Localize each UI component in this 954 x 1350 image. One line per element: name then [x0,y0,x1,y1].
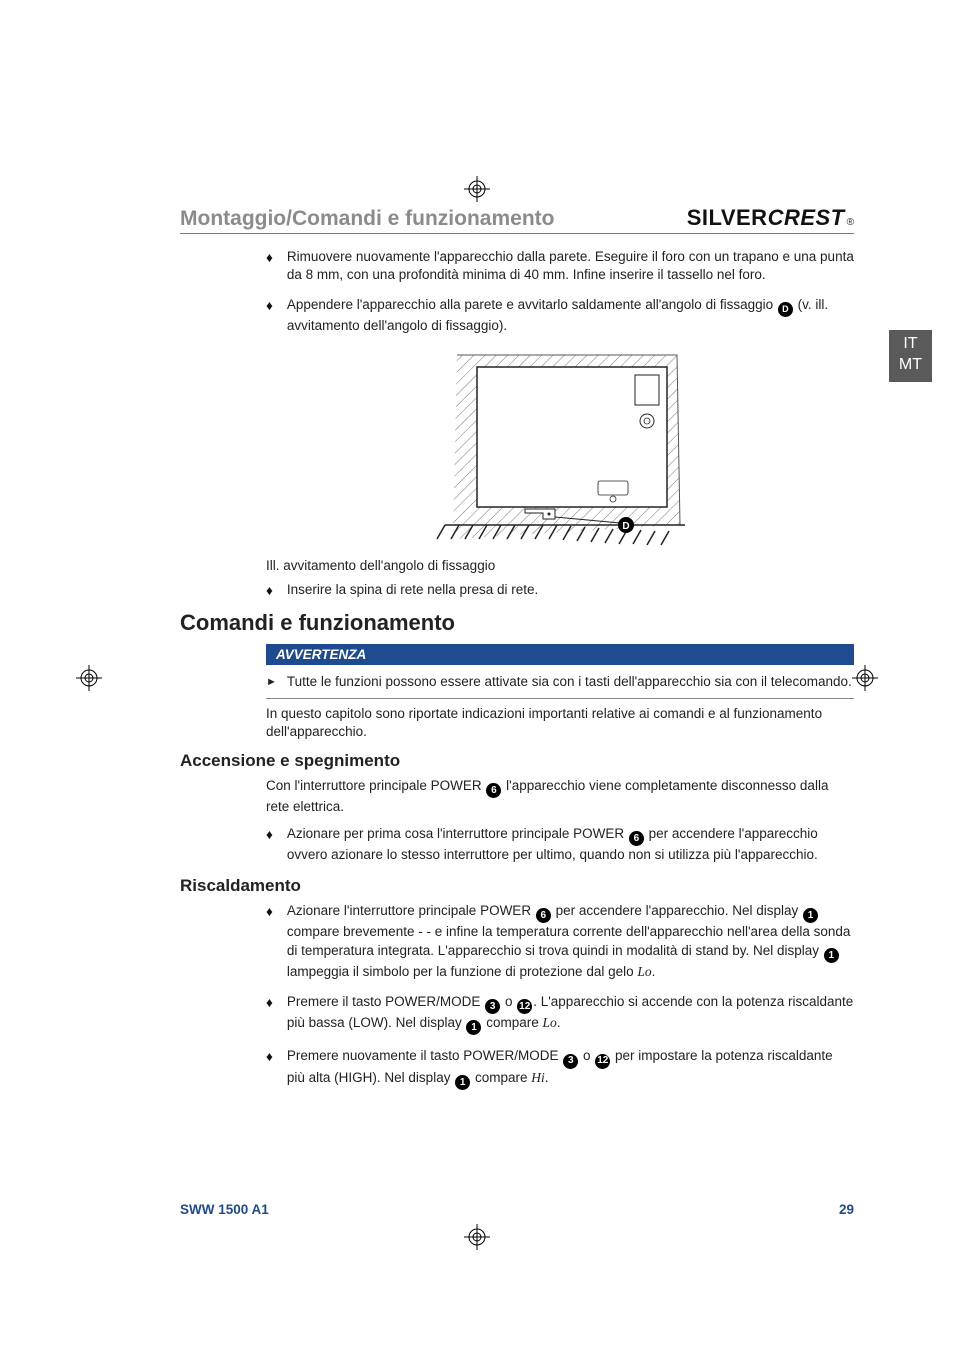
note-label: AVVERTENZA [266,644,854,665]
step-text: Appendere l'apparecchio alla parete e av… [287,296,854,335]
page-footer: SWW 1500 A1 29 [180,1202,854,1217]
chapter-intro: In questo capitolo sono riportate indica… [266,705,854,741]
model-number: SWW 1500 A1 [180,1202,269,1217]
registration-mark-bottom [464,1224,490,1250]
ref-3-icon: 3 [485,999,500,1014]
step-text: Rimuovere nuovamente l'apparecchio dalla… [287,248,854,284]
note-box: ► Tutte le funzioni possono essere attiv… [266,669,854,698]
step-heat-high: ♦ Premere nuovamente il tasto POWER/MODE… [266,1047,854,1090]
step-main-switch: ♦ Azionare per prima cosa l'interruttore… [266,825,854,864]
diamond-bullet-icon: ♦ [266,297,273,335]
step-text: Azionare l'interruttore principale POWER… [287,902,854,981]
step-text: Premere il tasto POWER/MODE 3 o 12. L'ap… [287,993,854,1036]
step-text: Azionare per prima cosa l'interruttore p… [287,825,854,864]
registration-mark-right [852,665,878,691]
registration-mark-top [464,176,490,202]
step-hang-device: ♦ Appendere l'apparecchio alla parete e … [266,296,854,335]
ref-d-icon: D [778,302,793,317]
diagram-caption: Ill. avvitamento dell'angolo di fissaggi… [266,558,854,573]
chapter-title: Montaggio/Comandi e funzionamento [180,207,554,231]
triangle-bullet-icon: ► [266,675,277,691]
svg-text:D: D [622,521,629,532]
step-text: Inserire la spina di rete nella presa di… [287,581,854,600]
diamond-bullet-icon: ♦ [266,249,273,284]
brand-logo: SILVERCREST® [687,205,854,231]
ref-1-icon: 1 [803,908,818,923]
step-insert-plug: ♦ Inserire la spina di rete nella presa … [266,581,854,600]
ref-1-icon: 1 [466,1020,481,1035]
diamond-bullet-icon: ♦ [266,1048,273,1090]
ref-3-icon: 3 [563,1054,578,1069]
brand-reg: ® [847,217,854,228]
ref-6-icon: 6 [536,908,551,923]
language-tab: IT MT [889,330,932,382]
symbol-lo: Lo [637,964,651,979]
diamond-bullet-icon: ♦ [266,826,273,864]
ref-6-icon: 6 [629,831,644,846]
ref-1-icon: 1 [455,1075,470,1090]
page-number: 29 [839,1202,854,1217]
brand-silver: SILVER [687,205,768,231]
ref-12-icon: 12 [517,999,532,1014]
page-header: Montaggio/Comandi e funzionamento SILVER… [180,205,854,234]
mounting-diagram: D [266,347,854,550]
ref-12-icon: 12 [595,1054,610,1069]
brand-crest: CREST [768,205,845,231]
step-heat-on: ♦ Azionare l'interruttore principale POW… [266,902,854,981]
section-onoff-heading: Accensione e spegnimento [180,751,854,771]
onoff-description: Con l'interruttore principale POWER 6 l'… [266,777,854,816]
ref-1-icon: 1 [824,948,839,963]
step-drill-hole: ♦ Rimuovere nuovamente l'apparecchio dal… [266,248,854,284]
lang-mt: MT [899,355,922,376]
section-commands-heading: Comandi e funzionamento [180,610,854,636]
page-content: Montaggio/Comandi e funzionamento SILVER… [180,205,854,1217]
diamond-bullet-icon: ♦ [266,582,273,600]
note-text: Tutte le funzioni possono essere attivat… [287,673,852,691]
step-heat-low: ♦ Premere il tasto POWER/MODE 3 o 12. L'… [266,993,854,1036]
diamond-bullet-icon: ♦ [266,994,273,1036]
symbol-lo: Lo [543,1015,557,1030]
diamond-bullet-icon: ♦ [266,903,273,981]
section-heating-heading: Riscaldamento [180,876,854,896]
registration-mark-left [76,665,102,691]
step-text: Premere nuovamente il tasto POWER/MODE 3… [287,1047,854,1090]
ref-6-icon: 6 [486,783,501,798]
symbol-hi: Hi [531,1070,545,1085]
lang-it: IT [899,334,922,355]
